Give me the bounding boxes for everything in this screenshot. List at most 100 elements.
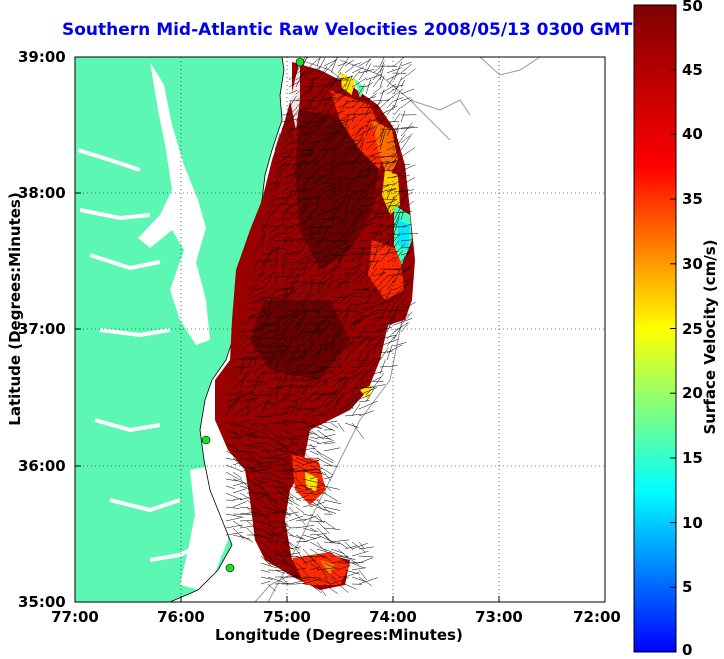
velocity-vector — [344, 243, 355, 249]
velocity-vector — [330, 259, 342, 277]
velocity-vector — [274, 202, 282, 214]
velocity-vector — [274, 376, 282, 396]
velocity-vector — [309, 323, 324, 326]
velocity-vector — [344, 335, 361, 340]
velocity-vector — [309, 221, 316, 235]
velocity-vector — [302, 232, 313, 249]
velocity-vector — [302, 410, 315, 417]
velocity-vector — [330, 199, 340, 207]
velocity-vector — [372, 191, 383, 200]
velocity-vector — [372, 143, 383, 151]
velocity-vector — [288, 238, 294, 249]
velocity-vector — [386, 154, 395, 158]
velocity-vector — [358, 344, 372, 354]
velocity-vector — [337, 555, 356, 560]
velocity-vector — [330, 125, 335, 137]
velocity-vector — [316, 450, 334, 462]
velocity-vector — [316, 94, 326, 109]
velocity-vector — [302, 233, 321, 235]
velocity-vector — [288, 515, 303, 522]
velocity-vector — [330, 110, 345, 116]
velocity-vector — [330, 175, 336, 186]
velocity-vector — [316, 302, 330, 312]
velocity-vector — [281, 236, 293, 242]
velocity-vector — [232, 422, 252, 431]
velocity-vector — [267, 413, 279, 417]
velocity-vector — [386, 77, 394, 88]
velocity-vector — [337, 295, 349, 305]
velocity-vector — [351, 156, 358, 172]
velocity-vector — [295, 196, 303, 207]
velocity-vector — [337, 280, 343, 291]
velocity-vector — [260, 555, 272, 567]
velocity-vector — [281, 369, 289, 389]
station-marker — [225, 563, 235, 573]
velocity-vector — [260, 372, 270, 375]
velocity-vector — [288, 569, 301, 578]
velocity-vector — [225, 436, 241, 440]
velocity-vector — [288, 95, 297, 109]
velocity-vector — [372, 282, 384, 291]
velocity-vector — [267, 388, 275, 396]
velocity-vector — [358, 112, 372, 116]
velocity-vector — [323, 93, 334, 109]
velocity-vector — [267, 422, 288, 425]
velocity-vector — [274, 551, 286, 557]
velocity-vector — [330, 422, 339, 429]
velocity-vector — [386, 183, 396, 186]
velocity-vector — [239, 457, 253, 463]
velocity-vector — [281, 202, 298, 214]
velocity-vector — [288, 124, 293, 137]
velocity-vector — [351, 382, 359, 396]
velocity-vector — [372, 309, 386, 312]
velocity-vector — [260, 322, 277, 326]
velocity-vector — [302, 153, 311, 158]
velocity-vector — [379, 75, 385, 88]
velocity-vector — [239, 397, 257, 403]
velocity-vector — [309, 256, 321, 270]
velocity-vector — [302, 443, 317, 448]
velocity-vector — [246, 478, 265, 490]
velocity-vector — [274, 303, 281, 312]
velocity-vector — [316, 131, 326, 137]
velocity-vector — [400, 247, 414, 263]
velocity-vector — [316, 306, 322, 319]
velocity-vector — [260, 426, 270, 431]
velocity-vector — [379, 161, 397, 165]
y-tick-label: 38:00 — [18, 184, 66, 202]
velocity-vector — [316, 81, 333, 88]
velocity-vector — [288, 477, 298, 480]
velocity-vector — [288, 272, 299, 291]
velocity-vector — [365, 58, 371, 67]
velocity-vector — [316, 117, 326, 130]
velocity-vector — [288, 499, 300, 506]
velocity-vector — [386, 344, 403, 354]
velocity-vector — [372, 212, 392, 214]
velocity-vector — [267, 288, 281, 298]
velocity-vector — [232, 378, 245, 389]
velocity-vector — [337, 350, 343, 361]
colorbar-label: Surface Velocity (cm/s) — [701, 239, 719, 435]
velocity-vector — [253, 442, 266, 445]
velocity-vector — [267, 246, 280, 256]
velocity-vector — [225, 532, 243, 536]
velocity-vector — [351, 194, 369, 207]
velocity-vector — [365, 259, 371, 270]
velocity-vector — [323, 131, 339, 144]
velocity-vector — [295, 425, 315, 431]
velocity-vector — [400, 177, 416, 186]
velocity-vector — [309, 290, 320, 298]
velocity-vector — [344, 225, 352, 235]
velocity-vector — [309, 513, 325, 524]
velocity-vector — [344, 370, 357, 375]
velocity-vector — [288, 385, 304, 389]
velocity-vector — [309, 415, 327, 417]
velocity-vector — [281, 194, 296, 200]
velocity-vector — [323, 395, 338, 410]
velocity-vector — [344, 161, 356, 165]
velocity-vector — [393, 207, 401, 221]
velocity-vector — [323, 239, 340, 249]
velocity-vector — [267, 443, 285, 452]
velocity-vector — [281, 226, 295, 229]
velocity-vector — [225, 485, 235, 490]
